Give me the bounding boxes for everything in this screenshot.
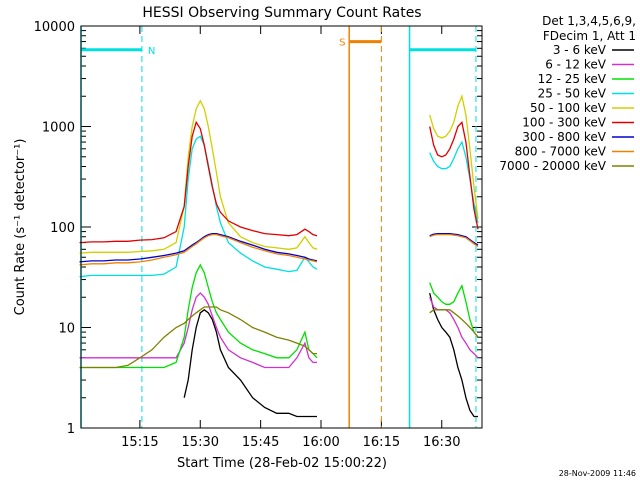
series-line-8 — [79, 306, 479, 369]
legend: Det 1,3,4,5,6,9, FDecim 1, Att 1 3 - 6 k… — [499, 14, 636, 173]
legend-label-0: 3 - 6 keV — [553, 43, 607, 57]
saa-label: S — [339, 38, 345, 49]
x-axis-label: Start Time (28-Feb-02 15:00:22) — [177, 456, 387, 471]
legend-label-2: 12 - 25 keV — [538, 72, 607, 86]
y-tick-label-2: 100 — [50, 221, 75, 236]
x-tick-label-1: 15:30 — [182, 435, 219, 450]
footer-timestamp: 28-Nov-2009 11:46 — [559, 469, 636, 478]
y-tick-label-1: 10 — [58, 322, 75, 337]
legend-label-8: 7000 - 20000 keV — [499, 159, 606, 173]
y-tick-label-4: 10000 — [34, 20, 75, 35]
series-line-1 — [79, 292, 479, 369]
legend-label-1: 6 - 12 keV — [545, 58, 607, 72]
chart-title: HESSI Observing Summary Count Rates — [142, 5, 421, 21]
series-line-7 — [79, 233, 479, 266]
legend-label-6: 300 - 800 keV — [522, 130, 606, 144]
series-line-6 — [79, 232, 479, 263]
legend-header-2: FDecim 1, Att 1 — [543, 29, 636, 43]
legend-header-1: Det 1,3,4,5,6,9, — [542, 14, 636, 28]
y-tick-label-3: 1000 — [42, 121, 75, 136]
x-tick-label-2: 15:45 — [242, 435, 279, 450]
plot-frame — [80, 25, 483, 429]
y-tick-label-0: 1 — [67, 422, 75, 437]
series-line-0 — [183, 292, 478, 418]
series-line-3 — [79, 135, 479, 278]
series-line-2 — [79, 263, 479, 369]
series-line-4 — [79, 93, 479, 254]
series-line-5 — [79, 120, 479, 244]
x-tick-label-0: 15:15 — [121, 435, 158, 450]
legend-label-5: 100 - 300 keV — [522, 116, 606, 130]
legend-label-3: 25 - 50 keV — [538, 87, 607, 101]
y-axis-label: Count Rate (s⁻¹ detector⁻¹) — [13, 139, 28, 316]
plot-area: 15:15 15:30 15:45 16:00 16:15 16:30 1 10 100 1000… — [34, 20, 483, 450]
legend-label-4: 50 - 100 keV — [530, 101, 607, 115]
x-tick-label-4: 16:15 — [363, 435, 400, 450]
x-tick-label-5: 16:30 — [423, 435, 460, 450]
x-tick-label-3: 16:00 — [302, 435, 339, 450]
night-label: N — [148, 46, 155, 57]
legend-label-7: 800 - 7000 keV — [515, 145, 607, 159]
